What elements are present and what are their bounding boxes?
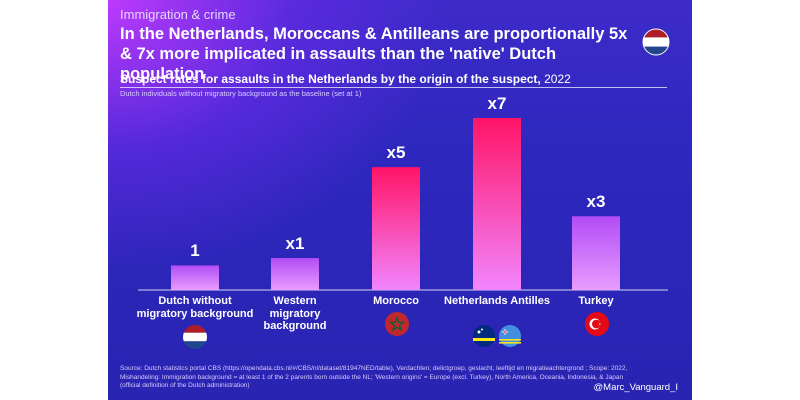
morocco-flag-icon (385, 312, 409, 336)
headline: In the Netherlands, Moroccans & Antillea… (120, 25, 628, 83)
author-credit: @Marc_Vanguard_I (593, 382, 678, 393)
chart-subtitle: Suspect rates for assaults in the Nether… (120, 72, 571, 86)
bar-value-label: x5 (386, 143, 406, 163)
divider (120, 87, 667, 88)
netherlands-flag-icon (183, 325, 207, 349)
bar-value-label: x1 (285, 234, 305, 254)
category-label: Morocco (373, 295, 419, 307)
curacao-flag-icon (473, 325, 495, 347)
category-label: Turkey (578, 295, 614, 307)
bar-4 (572, 216, 620, 290)
bar-3 (473, 118, 521, 290)
source-note: Source: Dutch statistics portal CBS (htt… (120, 365, 628, 389)
category-label: Western migratory background (263, 295, 327, 332)
category-label: Dutch without migratory background (136, 295, 254, 320)
category-label: Netherlands Antilles (444, 295, 550, 307)
bar-value-label: x3 (586, 192, 606, 212)
bar-value-label: 1 (190, 241, 200, 261)
turkey-flag-icon (585, 312, 609, 336)
bar-value-label: x7 (487, 94, 507, 113)
infographic-card: Immigration & crime In the Netherlands, … (108, 0, 692, 400)
netherlands-flag-icon (642, 28, 670, 56)
bar-0 (171, 265, 219, 290)
subtitle-year: 2022 (544, 72, 571, 86)
bar-chart (138, 118, 668, 291)
aruba-flag-icon (499, 325, 521, 347)
baseline-note: Dutch individuals without migratory back… (120, 89, 362, 98)
bar-1 (271, 258, 319, 290)
subtitle-text: Suspect rates for assaults in the Nether… (120, 72, 541, 86)
bar-2 (372, 167, 420, 290)
kicker: Immigration & crime (120, 7, 236, 22)
